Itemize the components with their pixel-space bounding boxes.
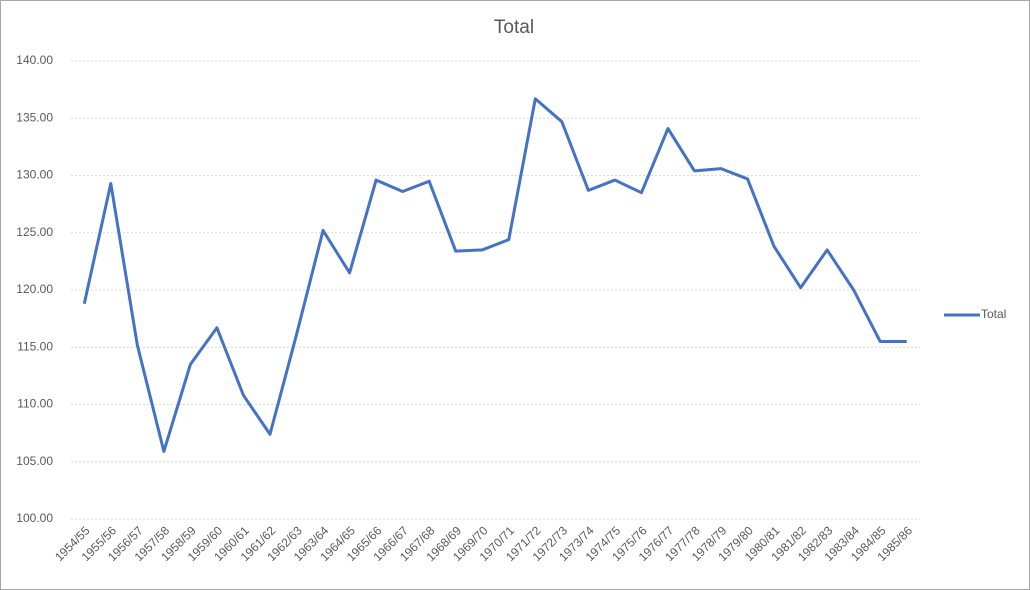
- y-tick-label: 125.00: [16, 225, 53, 239]
- y-tick-label: 115.00: [17, 339, 53, 353]
- line-series: [82, 97, 907, 453]
- y-tick-label: 135.00: [16, 110, 53, 124]
- y-tick-label: 100.00: [16, 511, 53, 525]
- chart-title: Total: [494, 17, 534, 38]
- y-tick-label: 105.00: [16, 454, 53, 468]
- y-tick-label: 120.00: [16, 282, 53, 296]
- legend-label: Total: [981, 307, 1006, 321]
- y-tick-label: 130.00: [16, 168, 53, 182]
- y-tick-label: 140.00: [16, 53, 53, 67]
- y-tick-label: 110.00: [17, 397, 53, 411]
